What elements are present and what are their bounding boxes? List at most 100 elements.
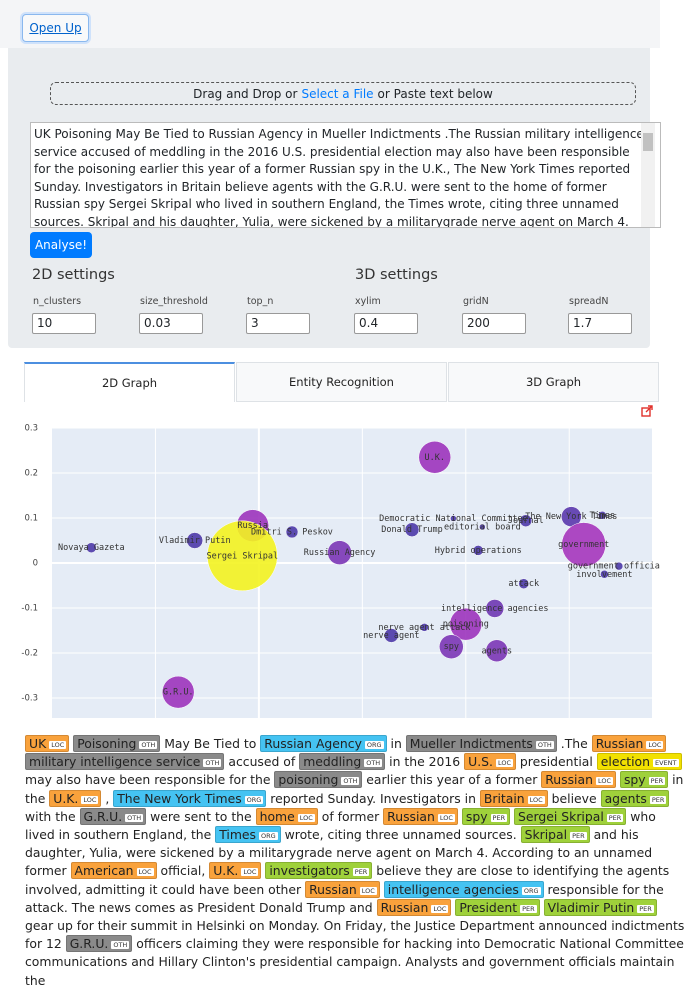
point-label: editorial board [444,523,521,533]
field-input[interactable]: 10 [32,313,96,334]
entity-tag: PER [649,795,667,804]
entity-tag: LOC [359,886,377,895]
point-label: Sergei Skripal [207,551,279,561]
bubble [404,522,420,537]
entity: intelligence agencies ORG [383,880,544,898]
tab[interactable]: Entity Recognition [236,362,447,402]
point-label: attack [508,579,539,589]
entity-tag: PER [606,813,624,822]
field-input[interactable]: 3 [246,313,310,334]
entity-tag: PER [352,868,370,877]
entity-text: Sergei Skripal [518,808,604,824]
point-label: agents [481,646,512,656]
bubble [327,540,352,565]
scatter-plot: 0.30.20.10-0.1-0.2-0.3-0.0500.050.10.15U… [21,424,660,718]
external-link-icon[interactable] [640,404,654,418]
entity-text: poisoning [278,772,339,788]
plain-text: official, [156,863,210,879]
entity: American LOC [70,862,157,880]
bubble [161,675,195,709]
open-button[interactable]: Open Up [22,14,89,42]
select-file-link[interactable]: Select a File [301,86,374,101]
entity-text: U.S. [468,754,493,770]
entity-tag: LOC [49,741,67,749]
entity: Russian LOC [591,735,667,752]
point-label: Dmitri S. Peskov [251,527,333,537]
entity-text: Russian [380,899,429,915]
entity-text: military intelligence service [29,754,201,770]
entity-tag: ORG [244,795,264,804]
entity: G.R.U. OTH [65,935,133,953]
entity-tag: OTH [139,741,158,749]
plain-text: reported Sunday. Investigators in [266,790,480,806]
tab[interactable]: 3D Graph [448,362,659,402]
scrollbar-thumb[interactable] [643,133,653,151]
field-input[interactable]: 1.7 [568,313,632,334]
plain-text: wrote, citing three unnamed sources. [280,827,521,843]
section-title: 3D settings [355,267,438,283]
entity-tag: LOC [595,777,613,786]
point-label: government officials [568,562,660,572]
entity-tag: OTH [125,813,144,822]
field-input[interactable]: 200 [462,313,526,334]
entity: election EVENT [596,753,682,771]
entity: G.R.U. OTH [79,807,147,825]
plot-background [52,428,652,718]
entity: spy PER [619,771,669,789]
entity-tag: LOC [437,813,455,822]
entity: investigators PER [265,862,373,880]
point-label: nerve agent [363,631,419,641]
entity: poisoning OTH [274,771,363,789]
drop-zone[interactable]: Drag and Drop or Select a File or Paste … [50,82,636,105]
plain-text: and his daughter, Yulia, were sickened b… [25,827,653,879]
entity: agents PER [600,789,670,807]
entity-tag: PER [648,777,666,786]
entity: The New York Times ORG [113,789,267,807]
point-label: intelligence agencies [441,604,548,614]
field-input[interactable]: 0.03 [139,313,203,334]
entity-text: Skripal [524,827,568,843]
plain-text: were sent to the [146,808,256,824]
tab[interactable]: 2D Graph [24,362,235,402]
entity: military intelligence service OTH [25,753,225,771]
point-label: Vladimir Putin [159,536,231,546]
entity-tag: PER [637,904,654,913]
entity-text: American [74,863,134,879]
field-input[interactable]: 0.4 [354,313,418,334]
bubble [418,441,452,474]
entity-tag: LOC [495,759,513,768]
entity: Skripal PER [520,826,590,844]
entity-text: meddling [303,754,362,770]
y-tick-label: 0.3 [24,424,38,434]
bubble [186,532,204,549]
entity-text: G.R.U. [83,808,123,824]
entity-tag: OTH [203,759,222,768]
analyse-button[interactable]: Analyse! [30,232,92,258]
entity: home LOC [255,807,318,825]
bubble [485,599,505,618]
text-input[interactable]: UK Poisoning May Be Tied to Russian Agen… [30,122,661,228]
bubble [561,522,606,567]
bubble [600,570,609,579]
plain-text: believe they are close to identifying th… [25,863,670,897]
entity-text: Russian Agency [264,736,362,751]
point-label: Novaya Gazeta [58,543,125,553]
entity-text: President [459,899,518,915]
entity-tag: OTH [111,941,130,950]
entity-text: Russian [387,808,435,824]
bubble [285,525,299,539]
bubble [472,545,484,556]
entity-text: UK [29,736,47,751]
entity-tag: OTH [535,741,554,749]
point-label: Russia [237,521,268,531]
entity-text: Russian [545,772,593,788]
y-tick-label: -0.2 [21,649,38,659]
icon-arrow [645,405,653,413]
section-title: 2D settings [32,267,115,283]
entity: Sergei Skripal PER [514,807,627,825]
entity-text: election [600,754,650,770]
entity-tag: LOC [136,868,154,877]
bubble [450,515,457,522]
page: { "header": {"button": "Open Up"}, "inpu… [0,0,685,988]
entity: Poisoning OTH [73,735,161,752]
